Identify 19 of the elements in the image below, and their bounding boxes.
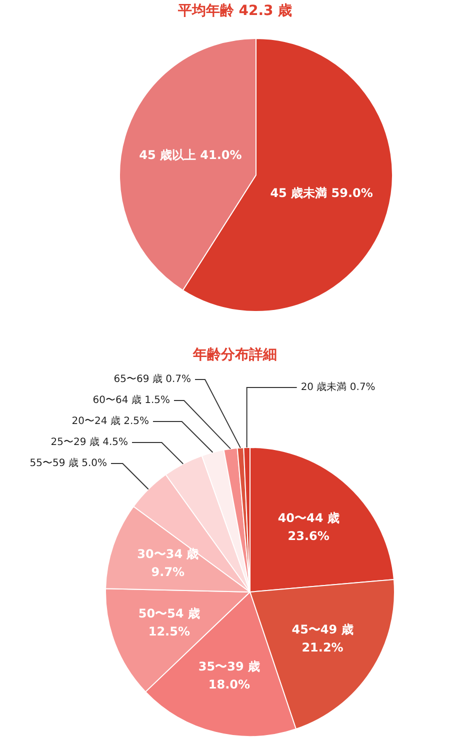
data-label: 21.2% <box>302 640 344 655</box>
slice-label: 20 歳未満 0.7% <box>300 381 376 394</box>
slice-label: 20〜24 歳 2.5% <box>72 415 149 428</box>
slice-label: 60〜64 歳 1.5% <box>92 394 170 406</box>
slice-label: 65〜69 歳 0.7% <box>114 373 191 386</box>
slice-label: 50〜54 歳 <box>138 606 200 620</box>
data-label: 12.5% <box>148 624 190 638</box>
chart-title: 年齢分布詳細 <box>192 346 278 364</box>
slice-label: 25〜29 歳 4.5% <box>50 436 128 448</box>
slice-label: 45〜49 歳 <box>292 622 354 637</box>
slice-label: 45 歳以上 41.0% <box>139 148 242 162</box>
data-label: 18.0% <box>208 677 250 692</box>
chart-title: 平均年齢 42.3 歳 <box>176 2 294 20</box>
slice-label: 40〜44 歳 <box>278 511 340 526</box>
slice-label: 35〜39 歳 <box>198 659 260 674</box>
slice-label: 45 歳未満 59.0% <box>270 186 373 200</box>
slice-label: 55〜59 歳 5.0% <box>30 457 107 470</box>
data-label: 23.6% <box>288 529 330 544</box>
data-label: 9.7% <box>151 565 185 580</box>
